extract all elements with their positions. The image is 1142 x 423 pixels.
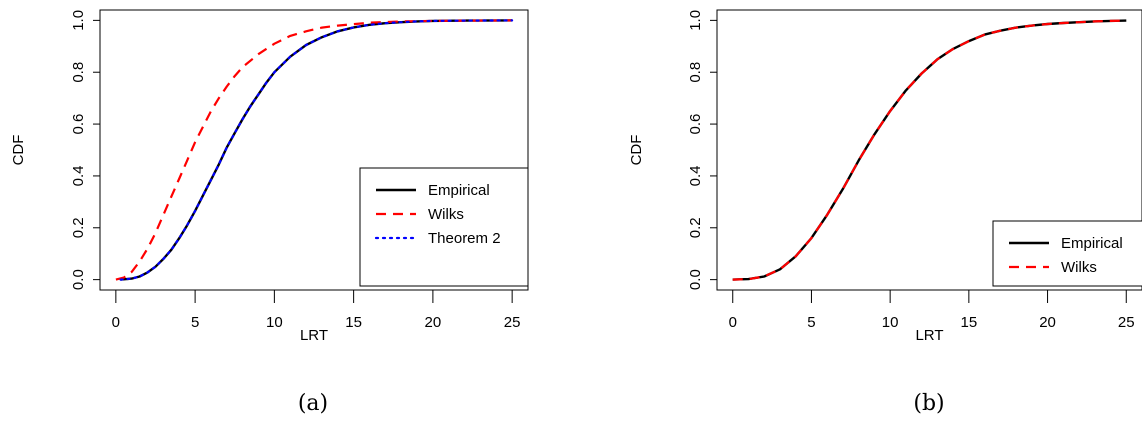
y-tick-label: 0.4 — [687, 165, 704, 186]
y-tick-label: 1.0 — [687, 10, 704, 31]
series-line-wilks — [115, 19, 513, 281]
legend-label: Theorem 2 — [428, 230, 501, 247]
x-tick-label: 25 — [1118, 314, 1135, 331]
legend-label: Wilks — [1061, 259, 1097, 276]
legend-label: Empirical — [428, 182, 490, 199]
legend-label: Wilks — [428, 206, 464, 223]
y-tick-label: 0.8 — [70, 62, 87, 83]
x-tick-label: 0 — [112, 314, 120, 331]
series-line-wilks — [732, 19, 1127, 281]
y-tick-label: 1.0 — [70, 10, 87, 31]
x-tick-label: 25 — [504, 314, 521, 331]
panel-b: 0 5 10 15 20 25 0.0 0.2 0.4 0.6 0.8 1.0 LRT CDF Empiri… — [628, 9, 1142, 416]
x-tick-label: 5 — [191, 314, 199, 331]
x-tick-label: 15 — [345, 314, 362, 331]
x-axis-title: LRT — [915, 327, 943, 344]
series-line-theorem-2 — [119, 19, 514, 281]
y-tick-label: 0.2 — [70, 217, 87, 238]
y-axis-title: CDF — [628, 135, 645, 166]
x-tick-label: 20 — [425, 314, 442, 331]
legend-label: Empirical — [1061, 235, 1123, 252]
y-axis-title: CDF — [10, 135, 27, 166]
x-tick-label: 0 — [729, 314, 737, 331]
y-tick-label: 0.6 — [70, 114, 87, 135]
panel-a: 0 5 10 15 20 25 0.0 0.2 0.4 0.6 0.8 1.0 LRT CDF Empiri… — [10, 9, 529, 416]
y-tick-label: 0.0 — [70, 269, 87, 290]
y-tick-label: 0.2 — [687, 217, 704, 238]
x-axis-title: LRT — [300, 327, 328, 344]
panel-caption: (b) — [913, 391, 944, 416]
y-tick-label: 0.0 — [687, 269, 704, 290]
legend-box — [359, 167, 529, 287]
y-tick-label: 0.8 — [687, 62, 704, 83]
x-tick-label: 10 — [266, 314, 283, 331]
y-tick-label: 0.6 — [687, 114, 704, 135]
panel-caption: (a) — [298, 391, 328, 416]
y-tick-label: 0.4 — [70, 165, 87, 186]
legend-box — [992, 220, 1142, 287]
x-tick-label: 5 — [807, 314, 815, 331]
x-tick-label: 10 — [882, 314, 899, 331]
x-tick-label: 15 — [961, 314, 978, 331]
x-tick-label: 20 — [1039, 314, 1056, 331]
